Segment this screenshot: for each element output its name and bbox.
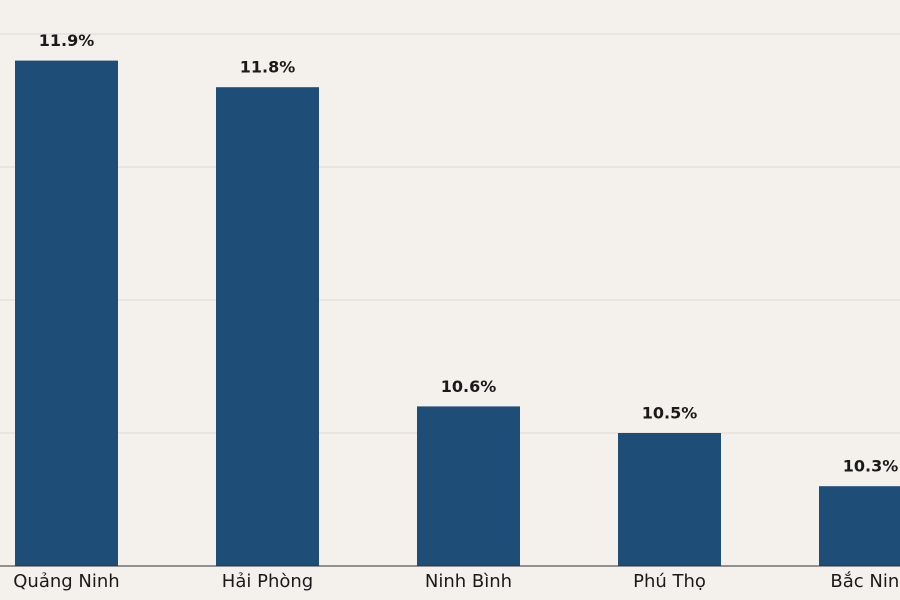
- bar: [819, 486, 900, 566]
- value-label: 10.6%: [441, 377, 497, 396]
- value-label: 11.8%: [240, 58, 296, 77]
- x-tick-label: Ninh Bình: [425, 571, 512, 592]
- x-tick-label: Phú Thọ: [633, 571, 706, 592]
- value-label: 10.5%: [642, 404, 698, 423]
- value-label: 11.9%: [39, 31, 95, 50]
- bar: [216, 87, 319, 566]
- bar: [15, 60, 118, 566]
- x-tick-label: Hải Phòng: [222, 571, 313, 592]
- bar: [417, 406, 520, 566]
- value-label: 10.3%: [843, 457, 899, 476]
- x-tick-label: Bắc Ninh: [830, 571, 900, 592]
- x-tick-label: Quảng Ninh: [13, 571, 119, 592]
- bar: [618, 433, 721, 566]
